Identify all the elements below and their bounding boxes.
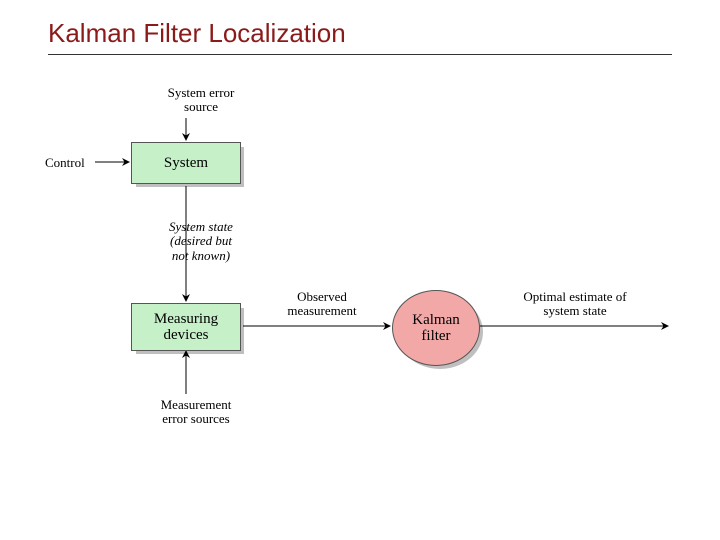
label-observed-measurement: Observedmeasurement: [272, 290, 372, 319]
node-measuring-devices: Measuringdevices: [131, 303, 241, 351]
label-measurement-error-sources: Measurementerror sources: [146, 398, 246, 427]
label-system-error-source: System errorsource: [156, 86, 246, 115]
label-optimal-estimate: Optimal estimate ofsystem state: [500, 290, 650, 319]
node-system-label: System: [164, 155, 208, 172]
node-system: System: [131, 142, 241, 184]
node-measuring-label: Measuringdevices: [154, 311, 218, 344]
node-kalman-label: Kalmanfilter: [412, 312, 459, 345]
arrow-layer: [0, 0, 720, 540]
node-kalman-filter: Kalmanfilter: [392, 290, 480, 366]
label-control: Control: [45, 156, 93, 170]
flowchart-diagram: System Measuringdevices Kalmanfilter Sys…: [0, 0, 720, 540]
label-system-state: System state(desired butnot known): [156, 220, 246, 263]
